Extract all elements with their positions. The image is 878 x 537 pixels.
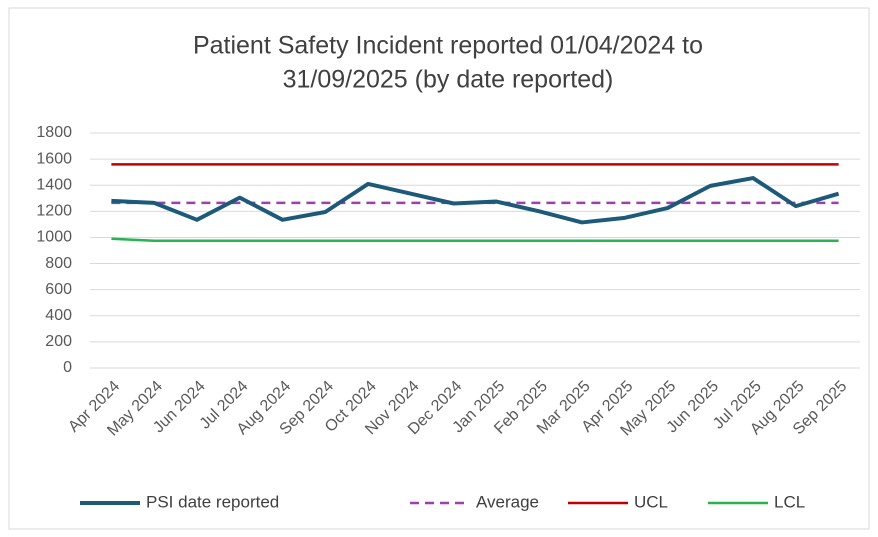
- legend-label: Average: [476, 492, 539, 511]
- legend-label: UCL: [634, 492, 668, 511]
- y-tick-label: 1000: [36, 229, 72, 246]
- chart-frame: [8, 7, 870, 530]
- y-tick-label: 0: [63, 359, 72, 376]
- y-tick-label: 400: [45, 307, 72, 324]
- legend-label: LCL: [774, 492, 805, 511]
- y-tick-label: 1200: [36, 203, 72, 220]
- chart-title: Patient Safety Incident reported 01/04/2…: [193, 32, 703, 60]
- y-tick-label: 1400: [36, 176, 72, 193]
- chart-title: 31/09/2025 (by date reported): [283, 66, 614, 94]
- series-line: [111, 237, 839, 242]
- series-line: [111, 176, 840, 225]
- legend-label: PSI date reported: [146, 492, 279, 511]
- y-tick-label: 1800: [36, 124, 72, 141]
- y-tick-label: 200: [45, 333, 72, 350]
- y-tick-label: 1600: [36, 150, 72, 167]
- y-tick-label: 800: [45, 255, 72, 272]
- y-tick-label: 600: [45, 281, 72, 298]
